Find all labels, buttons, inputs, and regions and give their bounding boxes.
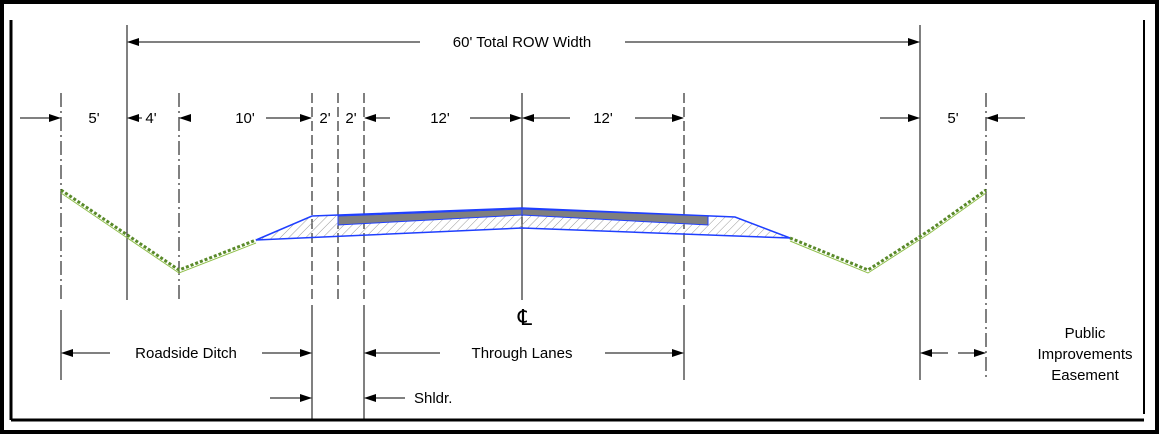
dimension-label: 12' <box>430 110 450 127</box>
top-dimension-string: 5' 4' 10' 2' 2' 12' 12' 5' <box>20 93 1025 380</box>
roadside-ditch-label: Roadside Ditch <box>135 345 237 362</box>
through-lanes-label: Through Lanes <box>472 345 573 362</box>
dimension-label: 4' <box>145 110 156 127</box>
easement-label-line3: Easement <box>1051 367 1119 384</box>
dimension-label: 5' <box>947 110 958 127</box>
dimension-label: 2' <box>319 110 330 127</box>
pavement-right <box>521 208 709 226</box>
easement-label-line2: Improvements <box>1037 346 1132 363</box>
dimension-label: 12' <box>593 110 613 127</box>
row-width-dimension: 60' Total ROW Width <box>126 25 921 380</box>
roadway-section <box>255 207 791 241</box>
dimension-label: 5' <box>88 110 99 127</box>
shoulder-label: Shldr. <box>414 390 452 407</box>
bottom-dimensions: Roadside Ditch Through Lanes Shldr. Publ… <box>60 305 1133 420</box>
easement-label-line1: Public <box>1065 325 1106 342</box>
dimension-label: 2' <box>345 110 356 127</box>
dimension-label: 10' <box>235 110 255 127</box>
centerline-symbol: ℄ <box>517 305 533 330</box>
row-width-label: 60' Total ROW Width <box>453 34 591 51</box>
ground-profile <box>60 188 987 274</box>
